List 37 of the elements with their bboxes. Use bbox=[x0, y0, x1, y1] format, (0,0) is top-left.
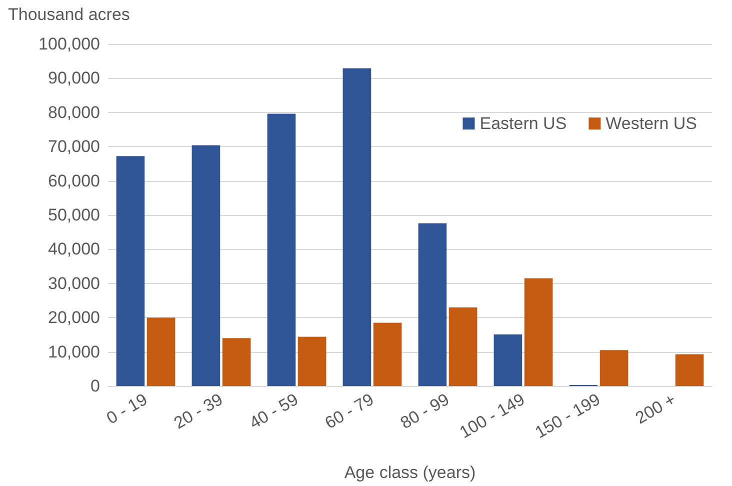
bar bbox=[675, 354, 704, 386]
x-tick-label: 60 - 79 bbox=[322, 390, 377, 433]
y-tick-label: 90,000 bbox=[48, 68, 100, 88]
bar bbox=[494, 334, 522, 386]
bar bbox=[448, 307, 478, 386]
bar bbox=[267, 114, 296, 386]
y-tick-label: 30,000 bbox=[48, 274, 100, 293]
x-tick-label: 0 - 19 bbox=[103, 390, 150, 428]
y-tick-label: 60,000 bbox=[48, 171, 100, 190]
y-tick-label: 70,000 bbox=[48, 137, 100, 156]
y-tick-label: 20,000 bbox=[48, 308, 100, 328]
bar bbox=[116, 156, 145, 386]
x-tick-label: 20 - 39 bbox=[170, 390, 226, 433]
bar bbox=[373, 322, 402, 386]
x-tick-label: 40 - 59 bbox=[246, 390, 302, 433]
y-tick-label: 10,000 bbox=[48, 342, 100, 362]
y-tick-label: 80,000 bbox=[48, 102, 100, 122]
legend-label: Eastern US bbox=[480, 114, 567, 133]
bar bbox=[342, 68, 372, 386]
y-tick-label: 0 bbox=[90, 376, 100, 396]
bar bbox=[600, 350, 628, 386]
y-tick-label: 100,000 bbox=[38, 34, 100, 54]
x-axis-title: Age class (years) bbox=[344, 463, 476, 482]
x-tick-label: 200 + bbox=[632, 390, 680, 428]
x-tick-label: 150 - 199 bbox=[532, 390, 604, 442]
bar bbox=[418, 223, 447, 386]
y-tick-label: 40,000 bbox=[48, 240, 100, 259]
y-tick-label: 50,000 bbox=[48, 206, 100, 224]
bar bbox=[298, 336, 326, 386]
bar bbox=[524, 278, 553, 386]
bar bbox=[222, 338, 251, 386]
bar bbox=[192, 145, 220, 386]
legend-label: Western US bbox=[606, 114, 698, 133]
y-axis-title: Thousand acres bbox=[8, 5, 130, 24]
bar bbox=[146, 318, 176, 386]
x-tick-label: 100 - 149 bbox=[456, 390, 528, 442]
x-tick-label: 80 - 99 bbox=[397, 390, 452, 433]
